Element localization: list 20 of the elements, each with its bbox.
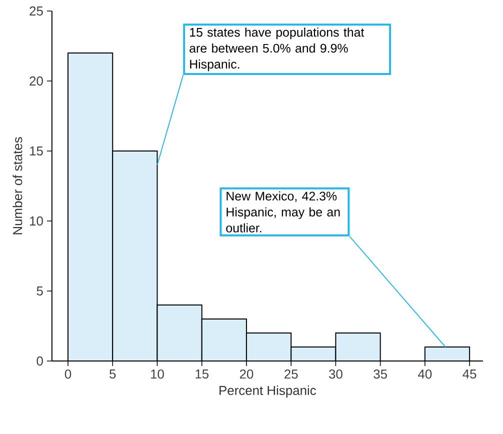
y-tick-label: 15 bbox=[30, 146, 43, 156]
y-tick-label: 10 bbox=[30, 216, 43, 226]
x-tick-label: 20 bbox=[240, 370, 254, 379]
x-tick-label: 45 bbox=[462, 370, 476, 379]
annotation: New Mexico, 42.3% Hispanic, may be an outlier. bbox=[226, 191, 340, 232]
y-tick-label: 0 bbox=[36, 356, 43, 366]
annotation: 15 states have populations that are between 5.0% and 9.9% Hispanic. bbox=[190, 28, 364, 72]
y-axis-title: Number of states bbox=[12, 137, 22, 234]
x-tick-label: 0 bbox=[64, 370, 72, 379]
y-tick-label: 5 bbox=[36, 286, 43, 296]
x-tick-label: 40 bbox=[418, 370, 432, 379]
x-tick-label: 10 bbox=[151, 370, 164, 379]
x-tick-label: 25 bbox=[284, 370, 298, 379]
x-tick-label: 35 bbox=[374, 370, 387, 379]
x-tick-label: 5 bbox=[110, 370, 116, 379]
x-tick-label: 15 bbox=[196, 370, 209, 379]
y-tick-label: 25 bbox=[30, 6, 43, 16]
x-tick-label: 30 bbox=[329, 370, 342, 379]
y-tick-label: 20 bbox=[30, 76, 43, 86]
x-axis-title: Percent Hispanic bbox=[220, 386, 316, 398]
